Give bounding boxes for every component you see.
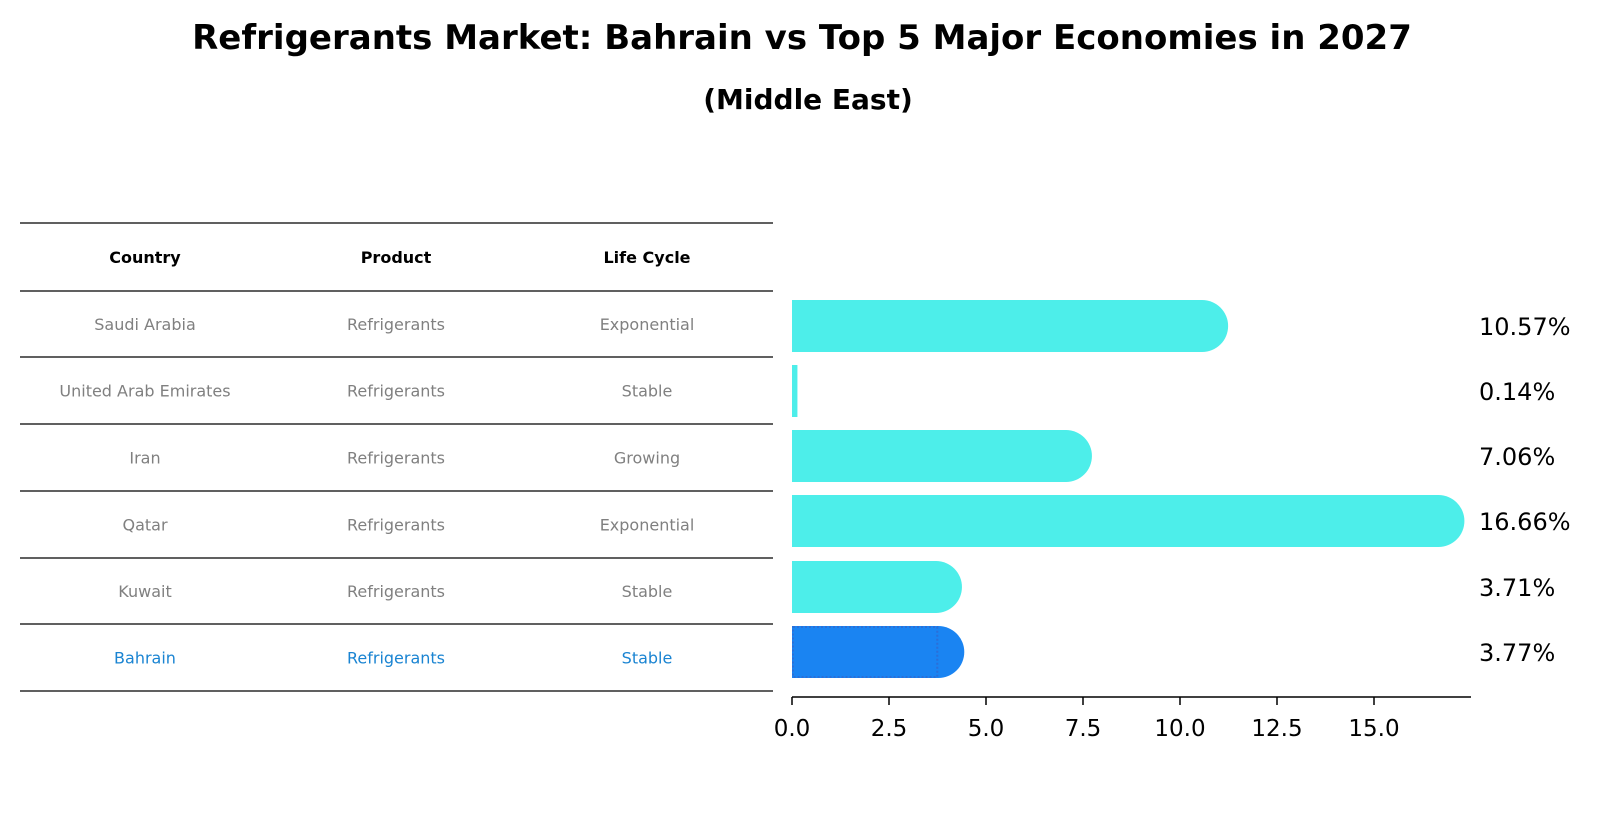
bar (792, 300, 1229, 352)
bar-value-label: 0.14% (1479, 378, 1555, 406)
bar-chart: 10.57% 0.14% 7.06% 16.66% 3.71% 3.77% (792, 300, 1571, 678)
table-cell: Refrigerants (347, 449, 445, 468)
table-cell: Refrigerants (347, 315, 445, 334)
table-cell: Kuwait (118, 582, 171, 601)
bar-highlight (792, 626, 965, 678)
x-tick-label: 0.0 (774, 716, 811, 742)
table-header-cell: Country (109, 248, 181, 267)
bar (792, 430, 1092, 482)
x-tick-label: 5.0 (968, 716, 1005, 742)
x-tick-label: 15.0 (1348, 716, 1399, 742)
table-cell: Stable (622, 649, 673, 668)
table-cell: United Arab Emirates (59, 382, 230, 401)
x-axis: 0.0 2.5 5.0 7.5 10.0 12.5 15.0 (774, 696, 1471, 742)
x-tick-label: 12.5 (1251, 716, 1302, 742)
bar-value-label: 3.77% (1479, 639, 1555, 667)
table-cell: Qatar (122, 516, 167, 535)
table-cell: Growing (614, 449, 680, 468)
chart-title: Refrigerants Market: Bahrain vs Top 5 Ma… (192, 18, 1412, 58)
bar-value-label: 3.71% (1479, 574, 1555, 602)
x-tick-label: 10.0 (1154, 716, 1205, 742)
x-tick-label: 7.5 (1065, 716, 1102, 742)
table-cell: Refrigerants (347, 649, 445, 668)
bar-value-label: 10.57% (1479, 313, 1571, 341)
bar-value-label: 16.66% (1479, 508, 1571, 536)
data-table: Country Product Life Cycle Saudi Arabia Refr… (20, 222, 773, 692)
bar (792, 561, 962, 613)
table-header-cell: Product (361, 248, 432, 267)
table-cell: Bahrain (114, 649, 176, 668)
table-cell: Stable (622, 382, 673, 401)
table-header-cell: Life Cycle (603, 248, 690, 267)
table-cell: Iran (129, 449, 160, 468)
table-cell: Refrigerants (347, 516, 445, 535)
chart-subtitle: (Middle East) (703, 83, 913, 116)
x-tick-label: 2.5 (871, 716, 908, 742)
table-cell: Refrigerants (347, 582, 445, 601)
bar-value-label: 7.06% (1479, 443, 1555, 471)
table-cell: Stable (622, 582, 673, 601)
table-cell: Exponential (600, 315, 695, 334)
table-cell: Saudi Arabia (94, 315, 196, 334)
bar (792, 365, 798, 417)
table-cell: Refrigerants (347, 382, 445, 401)
table-cell: Exponential (600, 516, 695, 535)
bar (792, 495, 1465, 547)
bar-highlight-outline (792, 626, 939, 678)
